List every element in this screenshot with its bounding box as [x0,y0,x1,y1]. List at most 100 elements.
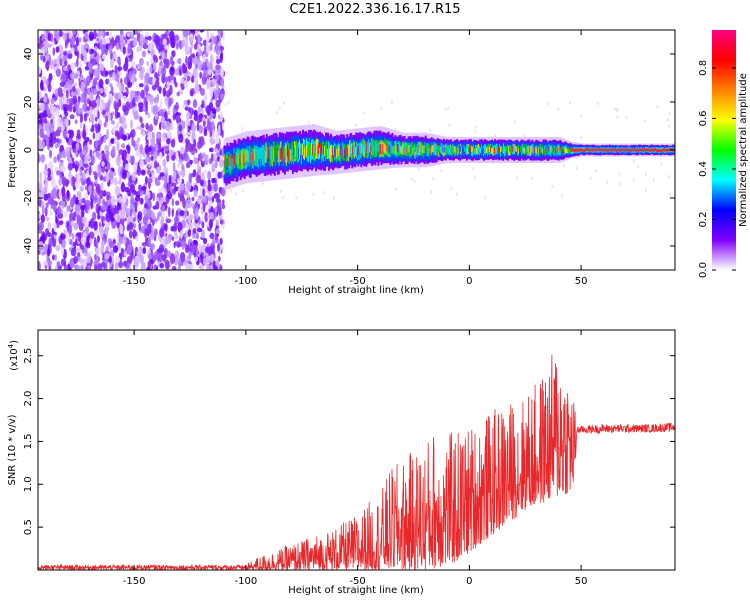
noise-speck [431,176,434,181]
signal-band [553,147,556,154]
signal-band [343,146,346,157]
signal-band [342,148,345,158]
noise-speck [93,221,98,231]
signal-band [579,148,582,152]
noise-speck [52,58,59,65]
noise-speck [193,157,198,165]
noise-speck [67,162,74,171]
noise-speck [152,254,157,263]
signal-band [374,145,377,155]
noise-speck [207,170,212,181]
noise-speck [137,211,143,222]
signal-band [234,156,237,169]
signal-band [567,147,570,152]
noise-speck [203,129,208,137]
noise-speck [53,221,57,231]
noise-speck [110,195,117,206]
noise-speck [43,244,49,249]
noise-speck [173,170,177,181]
noise-speck [105,246,109,253]
noise-speck [98,79,104,89]
noise-speck [158,244,165,253]
noise-speck [179,145,185,155]
noise-speck [39,154,46,163]
noise-speck [56,116,63,128]
noise-speck [66,189,70,199]
signal-band [614,148,617,151]
noise-speck [86,141,91,150]
noise-speck [164,96,170,104]
noise-speck [390,100,393,105]
signal-band [663,148,666,152]
signal-band [586,147,589,151]
noise-speck [136,30,142,33]
signal-band [611,148,614,152]
signal-band [629,148,632,152]
noise-speck [208,68,212,76]
noise-speck [153,150,158,160]
noise-speck [60,246,65,256]
noise-speck [175,114,181,122]
noise-speck [192,227,197,235]
noise-speck [100,102,103,112]
signal-band [523,147,526,154]
noise-speck [187,229,192,238]
signal-band [280,147,283,159]
signal-band [601,148,604,152]
signal-band [358,144,361,155]
noise-speck [199,30,205,33]
signal-band [324,145,327,157]
noise-speck [41,233,48,242]
noise-speck [62,176,67,187]
signal-band [375,142,378,153]
noise-speck [48,149,53,159]
noise-speck [92,102,97,108]
noise-speck [95,247,101,256]
noise-speck [148,94,154,103]
signal-band [384,143,387,153]
noise-speck [55,68,61,77]
signal-band [529,147,532,153]
noise-speck [215,228,221,234]
noise-speck [82,172,87,180]
noise-speck [474,129,477,133]
noise-speck [156,132,162,139]
noise-speck [126,224,130,232]
signal-band [493,146,496,152]
signal-band [360,143,363,154]
signal-band [407,145,410,154]
noise-speck [147,163,152,168]
noise-speck [234,192,237,196]
signal-band [634,148,637,152]
signal-band [494,148,497,155]
signal-band [527,146,530,153]
signal-band [309,142,312,154]
noise-speck [38,119,43,124]
noise-speck [116,141,120,151]
noise-speck [413,179,416,184]
noise-speck [230,188,233,193]
signal-band [491,147,494,154]
signal-band [541,146,544,153]
signal-band [594,148,597,151]
noise-speck [167,110,171,116]
noise-speck [158,211,162,217]
noise-speck [217,171,222,179]
noise-speck [67,224,73,234]
noise-speck [178,57,182,65]
noise-speck [151,132,156,143]
signal-band [542,148,545,155]
signal-band [226,158,229,170]
noise-speck [129,183,135,194]
noise-speck [89,149,93,158]
noise-speck [68,137,72,146]
signal-band [477,147,480,154]
signal-band [262,149,265,162]
noise-speck [133,110,139,121]
signal-band [387,144,390,154]
noise-speck [169,253,176,265]
noise-speck [189,46,192,55]
signal-band [318,142,321,155]
signal-band [546,147,549,154]
noise-speck [116,57,120,64]
